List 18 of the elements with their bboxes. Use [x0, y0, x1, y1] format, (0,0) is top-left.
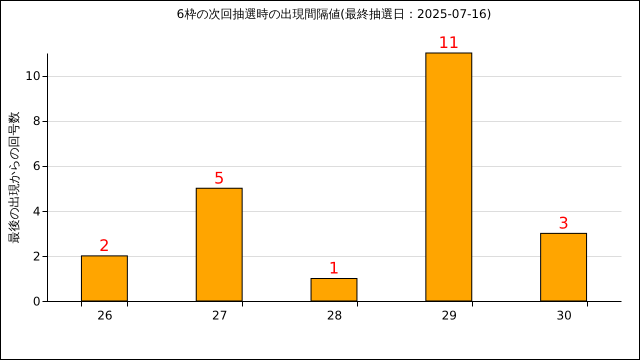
data-label: 3 — [558, 213, 569, 232]
x-tick-label: 29 — [442, 308, 457, 322]
y-tick-label: 6 — [32, 159, 40, 174]
data-label: 11 — [438, 33, 459, 52]
data-label: 2 — [99, 236, 110, 255]
y-tick-label: 0 — [32, 294, 40, 308]
x-tick-label: 27 — [212, 308, 228, 322]
data-label: 1 — [328, 258, 340, 278]
y-axis-title: 最後の出現からの回号数 — [7, 112, 22, 244]
y-tick-label: 2 — [32, 249, 40, 264]
y-tick-label: 4 — [32, 204, 40, 218]
chart-title: 6枠の次回抽選時の出現間隔値(最終抽選日：2025-07-16) — [176, 7, 492, 21]
x-tick-label: 26 — [97, 308, 113, 322]
data-label: 5 — [214, 168, 224, 188]
x-tick-label: 28 — [326, 308, 342, 322]
x-tick-label: 30 — [556, 308, 572, 322]
y-tick-label: 8 — [32, 114, 40, 128]
y-tick-label: 10 — [25, 69, 40, 84]
